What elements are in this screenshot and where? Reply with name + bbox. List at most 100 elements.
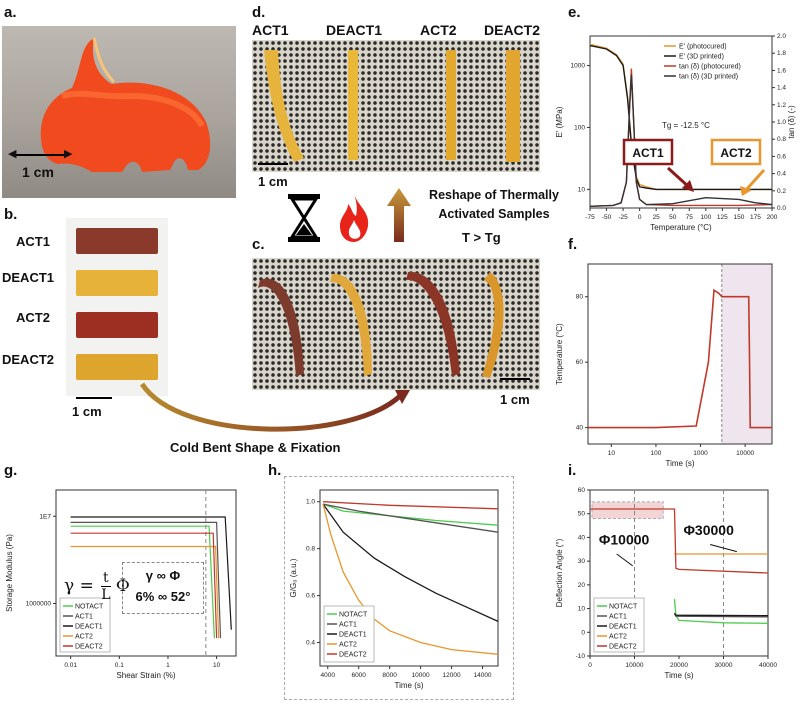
- e-xtick-label: 175: [750, 214, 761, 221]
- e-xtick-label: 150: [733, 214, 744, 221]
- e-xtick-label: -25: [618, 214, 628, 221]
- e-xtick-label: 0: [638, 214, 642, 221]
- g-xtick-label: 1: [166, 662, 170, 669]
- g-xtick-label: 10: [213, 662, 221, 669]
- panel-f-label: f.: [568, 236, 578, 253]
- i-ytick-label: 20: [578, 582, 586, 589]
- h-legend-label: ACT1: [339, 622, 357, 629]
- h-ylabel: G/G₀ (a.u.): [289, 558, 298, 597]
- i-legend-label: ACT2: [609, 634, 627, 641]
- sample-d-deact1: [348, 50, 358, 160]
- h-plot-frame: [319, 489, 499, 667]
- e-xtick-label: 100: [700, 214, 711, 221]
- i-arrow-10000: [616, 553, 634, 567]
- e-xlabel: Temperature (°C): [650, 223, 712, 232]
- f-ylabel: Temperature (°C): [555, 323, 564, 385]
- e-box-act1-label: ACT1: [632, 146, 664, 160]
- scale-bar-b: [76, 397, 112, 399]
- arrow-left-icon: ◀: [8, 148, 17, 160]
- f-xtick-label: 10000: [736, 450, 754, 457]
- i-ytick-label: 50: [578, 511, 586, 518]
- e-box-act1: [622, 138, 674, 166]
- g-legend-label: DEACT1: [75, 624, 103, 631]
- panel-d-photo: [252, 40, 540, 172]
- i-legend-box: [593, 597, 645, 653]
- h-xtick-label: 8000: [382, 672, 397, 679]
- h-series-notact: [322, 503, 499, 526]
- h-ytick-label: 0.8: [306, 546, 315, 553]
- g-series-act2: [70, 545, 220, 639]
- panel-d-label: d.: [252, 4, 266, 21]
- label-b-act2: ACT2: [16, 310, 50, 325]
- sample-d-act1: [264, 50, 304, 162]
- chart-g: 0.01 0.1 1 10 1000000 1E7 Shear Strain (%) Stor…: [5, 489, 237, 680]
- label-d-act2: ACT2: [420, 22, 457, 38]
- h-legend-label: ACT2: [339, 642, 357, 649]
- e-ytick-label: 100: [574, 124, 585, 131]
- equation-box: γ ∞ Φ 6% ∞ 52°: [122, 562, 204, 614]
- orange-printed-figure: [40, 37, 211, 172]
- e-xtick-label: -50: [602, 214, 612, 221]
- eq-proportional: γ ∞ Φ: [145, 568, 181, 583]
- e-ytick-label: 1000: [571, 63, 586, 70]
- e-y2tick-label: 2.0: [777, 33, 786, 40]
- sample-c-deact2: [482, 272, 504, 378]
- scale-label-d: 1 cm: [258, 174, 288, 189]
- e-box-act2: [710, 138, 762, 166]
- strip-act1: [76, 228, 158, 254]
- e-y2tick-label: 1.0: [777, 119, 786, 126]
- g-series-act1: [70, 521, 222, 639]
- g-legend-box: [59, 597, 111, 653]
- i-ylabel: Deflection Angle (°): [555, 538, 564, 607]
- e-legend-label: tan (δ) (3D printed): [679, 74, 738, 81]
- scale-label-c: 1 cm: [500, 392, 530, 407]
- i-xtick-label: 10000: [625, 662, 643, 669]
- e-y2label: tan (δ) (-): [787, 105, 796, 139]
- eq-example: 6% ∞ 52°: [135, 589, 191, 604]
- h-ytick-label: 0.6: [306, 593, 315, 600]
- chart-f: 10 100 1000 10000 40 60 80 Time (s) Temperature …: [555, 263, 773, 468]
- e-y2tick-label: 0.2: [777, 188, 786, 195]
- panel-b-label: b.: [4, 206, 18, 223]
- strip-deact1: [76, 270, 158, 296]
- e-xtick-label: -75: [585, 214, 595, 221]
- e-y2tick-label: 0.4: [777, 171, 786, 178]
- e-legend-label: E' (photocured): [679, 44, 727, 51]
- e-y2tick-label: 0.8: [777, 136, 786, 143]
- scale-bar-c: [500, 378, 530, 380]
- e-xtick-label: 25: [653, 214, 661, 221]
- e-xtick-label: 200: [767, 214, 778, 221]
- panel-i-label: i.: [568, 462, 577, 479]
- h-xtick-label: 12000: [443, 672, 461, 679]
- i-xtick-label: 0: [588, 662, 592, 669]
- panel-h-frame: [284, 476, 514, 700]
- e-y2tick-label: 0.0: [777, 205, 786, 212]
- sample-c-act1: [258, 278, 304, 376]
- curved-arrow-icon: [139, 382, 410, 432]
- hourglass-icon: [288, 194, 320, 242]
- e-y2tick-label: 0.6: [777, 153, 786, 160]
- e-ylabel: E' (MPa): [555, 106, 564, 137]
- chart-e: -75 -50 -25 0 25 50 75 100 125 150 175 200 10 100 1000…: [555, 33, 796, 232]
- i-series-notact: [673, 599, 769, 624]
- i-ytick-label: 60: [578, 487, 586, 494]
- label-d-deact1: DEACT1: [326, 22, 383, 38]
- e-xtick-label: 75: [686, 214, 694, 221]
- h-xtick-label: 6000: [351, 672, 366, 679]
- g-ytick-label: 1E7: [39, 513, 51, 520]
- caption-reshape: Reshape of Thermally Activated Samples: [429, 188, 559, 221]
- label-d-deact2: DEACT2: [484, 22, 541, 38]
- f-shaded-region: [721, 264, 772, 444]
- e-xtick-label: 50: [669, 214, 677, 221]
- i-xtick-label: 30000: [714, 662, 732, 669]
- g-ylabel: Storage Modulus (Pa): [5, 534, 14, 612]
- h-legend-label: NOTACT: [339, 612, 368, 619]
- f-ytick-label: 40: [576, 425, 584, 432]
- i-highlight-region: [591, 501, 664, 519]
- i-ytick-label: -10: [576, 653, 586, 660]
- panel-e-label: e.: [568, 4, 581, 21]
- e-box-act2-label: ACT2: [720, 146, 752, 160]
- i-legend-label: DEACT2: [609, 644, 637, 651]
- h-legend-label: DEACT2: [339, 652, 367, 659]
- f-series-temperature: [588, 288, 772, 429]
